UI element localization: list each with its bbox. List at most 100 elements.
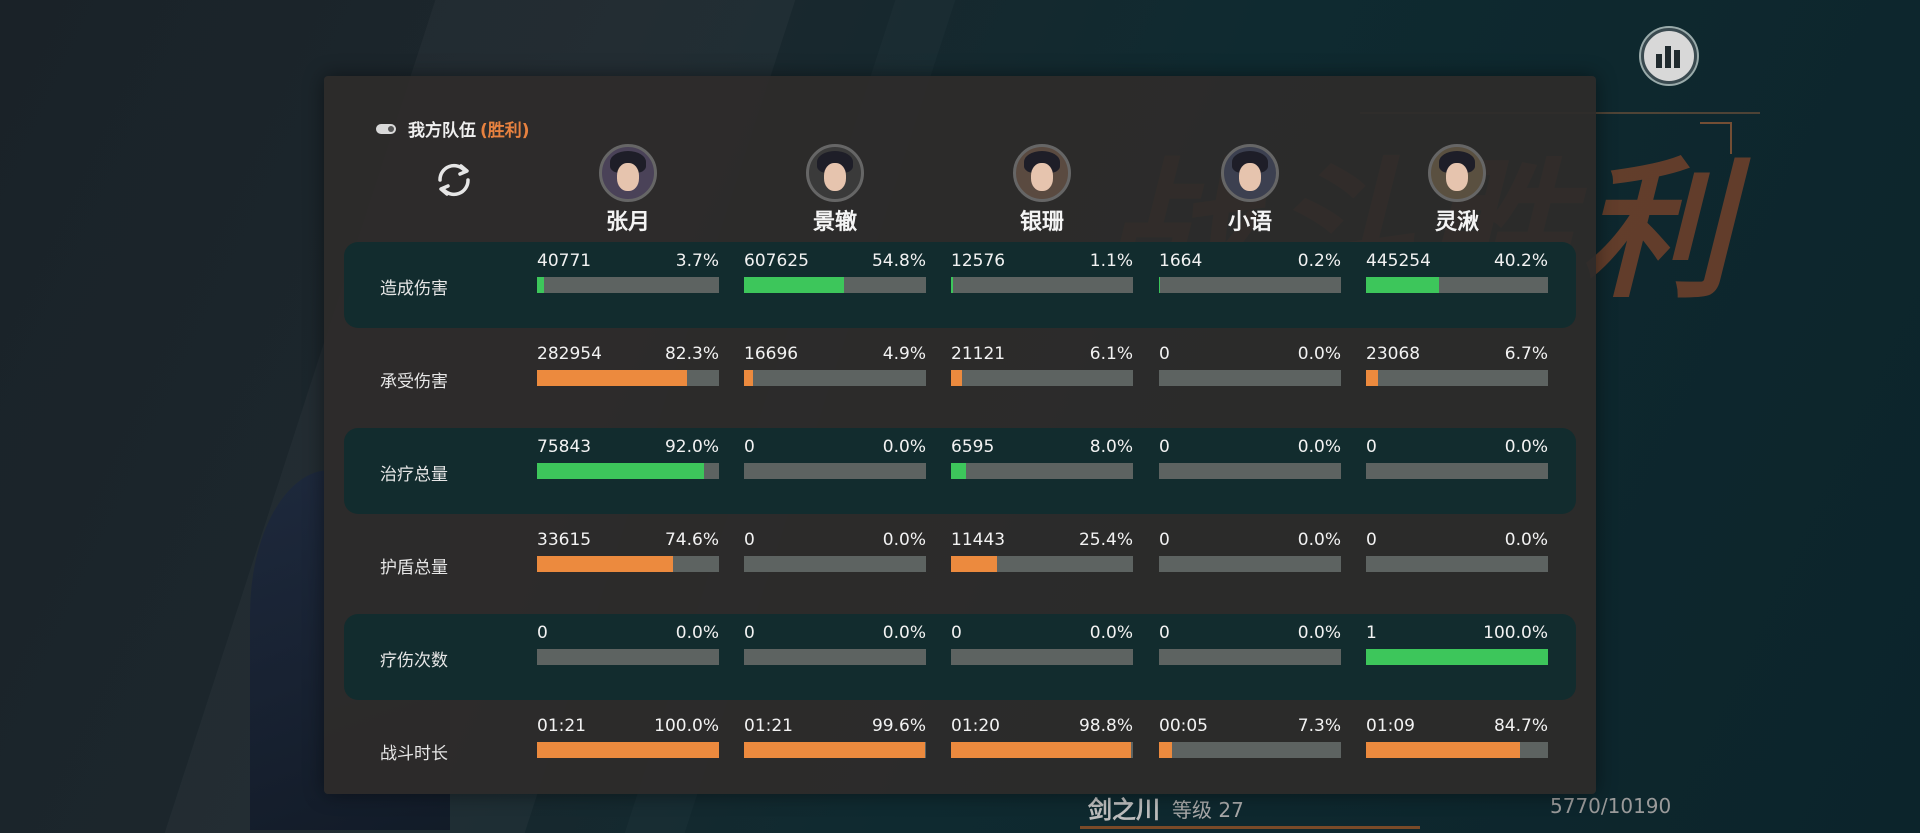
stat-cell: 282954 82.3% xyxy=(537,344,719,386)
stat-progress-fill xyxy=(537,742,719,758)
stat-value: 01:21 xyxy=(537,716,586,736)
stat-progress-bar xyxy=(537,649,719,665)
stat-progress-bar xyxy=(744,370,926,386)
stat-progress-fill xyxy=(537,370,687,386)
stat-progress-bar xyxy=(951,742,1133,758)
player-name: 银珊 xyxy=(1019,210,1064,235)
refresh-icon[interactable] xyxy=(432,160,476,200)
stat-progress-bar xyxy=(537,277,719,293)
stat-value: 00:05 xyxy=(1159,716,1208,736)
stat-cell: 01:21 99.6% xyxy=(744,716,926,758)
player-avatar[interactable] xyxy=(1428,144,1486,202)
stat-percent: 3.7% xyxy=(675,251,719,271)
stat-cell: 607625 54.8% xyxy=(744,251,926,293)
stat-progress-bar xyxy=(744,742,926,758)
player-avatar[interactable] xyxy=(1013,144,1071,202)
stat-percent: 0.2% xyxy=(1297,251,1341,271)
player-column: 张月 xyxy=(558,144,698,236)
toggle-icon[interactable] xyxy=(376,123,396,134)
player-avatar[interactable] xyxy=(806,144,864,202)
stat-progress-fill xyxy=(744,277,844,293)
stat-value: 6595 xyxy=(951,437,995,457)
player-avatar[interactable] xyxy=(1221,144,1279,202)
panel-header: 我方队伍 (胜利) xyxy=(376,116,530,141)
stat-percent: 100.0% xyxy=(654,716,719,736)
stat-value: 0 xyxy=(1159,437,1170,457)
stat-row: 护盾总量 33615 74.6% 0 0.0% 11443 25.4% 0 0.0% 0 0.0% xyxy=(344,521,1576,607)
stat-value: 0 xyxy=(744,530,755,550)
stat-cell: 75843 92.0% xyxy=(537,437,719,479)
stat-progress-bar xyxy=(537,556,719,572)
player-column: 景辙 xyxy=(765,144,905,236)
stat-cell: 33615 74.6% xyxy=(537,530,719,572)
stat-value: 0 xyxy=(1366,530,1377,550)
stat-cell: 6595 8.0% xyxy=(951,437,1133,479)
stat-progress-bar xyxy=(951,556,1133,572)
stat-value: 0 xyxy=(1159,530,1170,550)
stat-percent: 0.0% xyxy=(1297,437,1341,457)
player-avatar[interactable] xyxy=(599,144,657,202)
stat-label: 战斗时长 xyxy=(380,744,448,764)
stat-cell: 0 0.0% xyxy=(1159,623,1341,665)
stat-progress-bar xyxy=(1366,742,1548,758)
stat-cell: 0 0.0% xyxy=(744,623,926,665)
stat-cell: 00:05 7.3% xyxy=(1159,716,1341,758)
stat-cell: 1664 0.2% xyxy=(1159,251,1341,293)
stat-progress-fill xyxy=(951,370,963,386)
stat-progress-bar xyxy=(1366,556,1548,572)
stat-label: 疗伤次数 xyxy=(380,651,448,671)
stat-progress-fill xyxy=(537,463,705,479)
stat-progress-fill xyxy=(1366,742,1521,758)
stat-progress-bar xyxy=(1159,463,1341,479)
stat-label: 护盾总量 xyxy=(380,558,448,578)
stat-progress-fill xyxy=(951,277,953,293)
player-column: 灵湫 xyxy=(1387,144,1527,236)
stat-value: 0 xyxy=(537,623,548,643)
stat-value: 0 xyxy=(744,623,755,643)
stat-progress-fill xyxy=(744,742,926,758)
stat-progress-bar xyxy=(1366,463,1548,479)
stat-value: 445254 xyxy=(1366,251,1431,271)
stat-percent: 0.0% xyxy=(675,623,719,643)
experience-readout: 5770/10190 xyxy=(1550,794,1672,818)
stat-cell: 0 0.0% xyxy=(1366,437,1548,479)
stat-progress-bar xyxy=(537,742,719,758)
stat-value: 0 xyxy=(1159,623,1170,643)
stat-cell: 11443 25.4% xyxy=(951,530,1133,572)
exp-bar-underline xyxy=(1080,826,1420,829)
stat-progress-fill xyxy=(1366,277,1440,293)
stat-value: 607625 xyxy=(744,251,809,271)
stat-value: 282954 xyxy=(537,344,602,364)
stat-value: 0 xyxy=(951,623,962,643)
stat-cell: 16696 4.9% xyxy=(744,344,926,386)
stat-progress-fill xyxy=(1159,742,1173,758)
character-level: 等级 27 xyxy=(1172,798,1244,822)
stat-progress-fill xyxy=(1366,370,1379,386)
stat-progress-bar xyxy=(951,370,1133,386)
stats-button[interactable] xyxy=(1641,28,1697,84)
stat-row: 治疗总量 75843 92.0% 0 0.0% 6595 8.0% 0 0.0% 0 0.0% xyxy=(344,428,1576,514)
stat-cell: 21121 6.1% xyxy=(951,344,1133,386)
stat-cell: 0 0.0% xyxy=(1159,437,1341,479)
stat-percent: 0.0% xyxy=(1297,530,1341,550)
stat-percent: 0.0% xyxy=(1504,530,1548,550)
stat-cell: 0 0.0% xyxy=(1159,530,1341,572)
stat-percent: 25.4% xyxy=(1078,530,1133,550)
stat-progress-bar xyxy=(744,463,926,479)
stat-progress-bar xyxy=(1159,649,1341,665)
stat-progress-bar xyxy=(1159,370,1341,386)
stat-percent: 0.0% xyxy=(1089,623,1133,643)
stat-progress-bar xyxy=(744,556,926,572)
stat-cell: 0 0.0% xyxy=(744,530,926,572)
team-label: 我方队伍 xyxy=(408,121,476,141)
stat-value: 21121 xyxy=(951,344,1006,364)
player-column: 银珊 xyxy=(972,144,1112,236)
stat-progress-fill xyxy=(537,556,673,572)
stat-percent: 0.0% xyxy=(882,623,926,643)
stat-progress-bar xyxy=(537,370,719,386)
stat-cell: 12576 1.1% xyxy=(951,251,1133,293)
stat-percent: 84.7% xyxy=(1493,716,1548,736)
stat-progress-bar xyxy=(1159,742,1341,758)
stat-row: 疗伤次数 0 0.0% 0 0.0% 0 0.0% 0 0.0% 1 100.0% xyxy=(344,614,1576,700)
stat-percent: 54.8% xyxy=(871,251,926,271)
